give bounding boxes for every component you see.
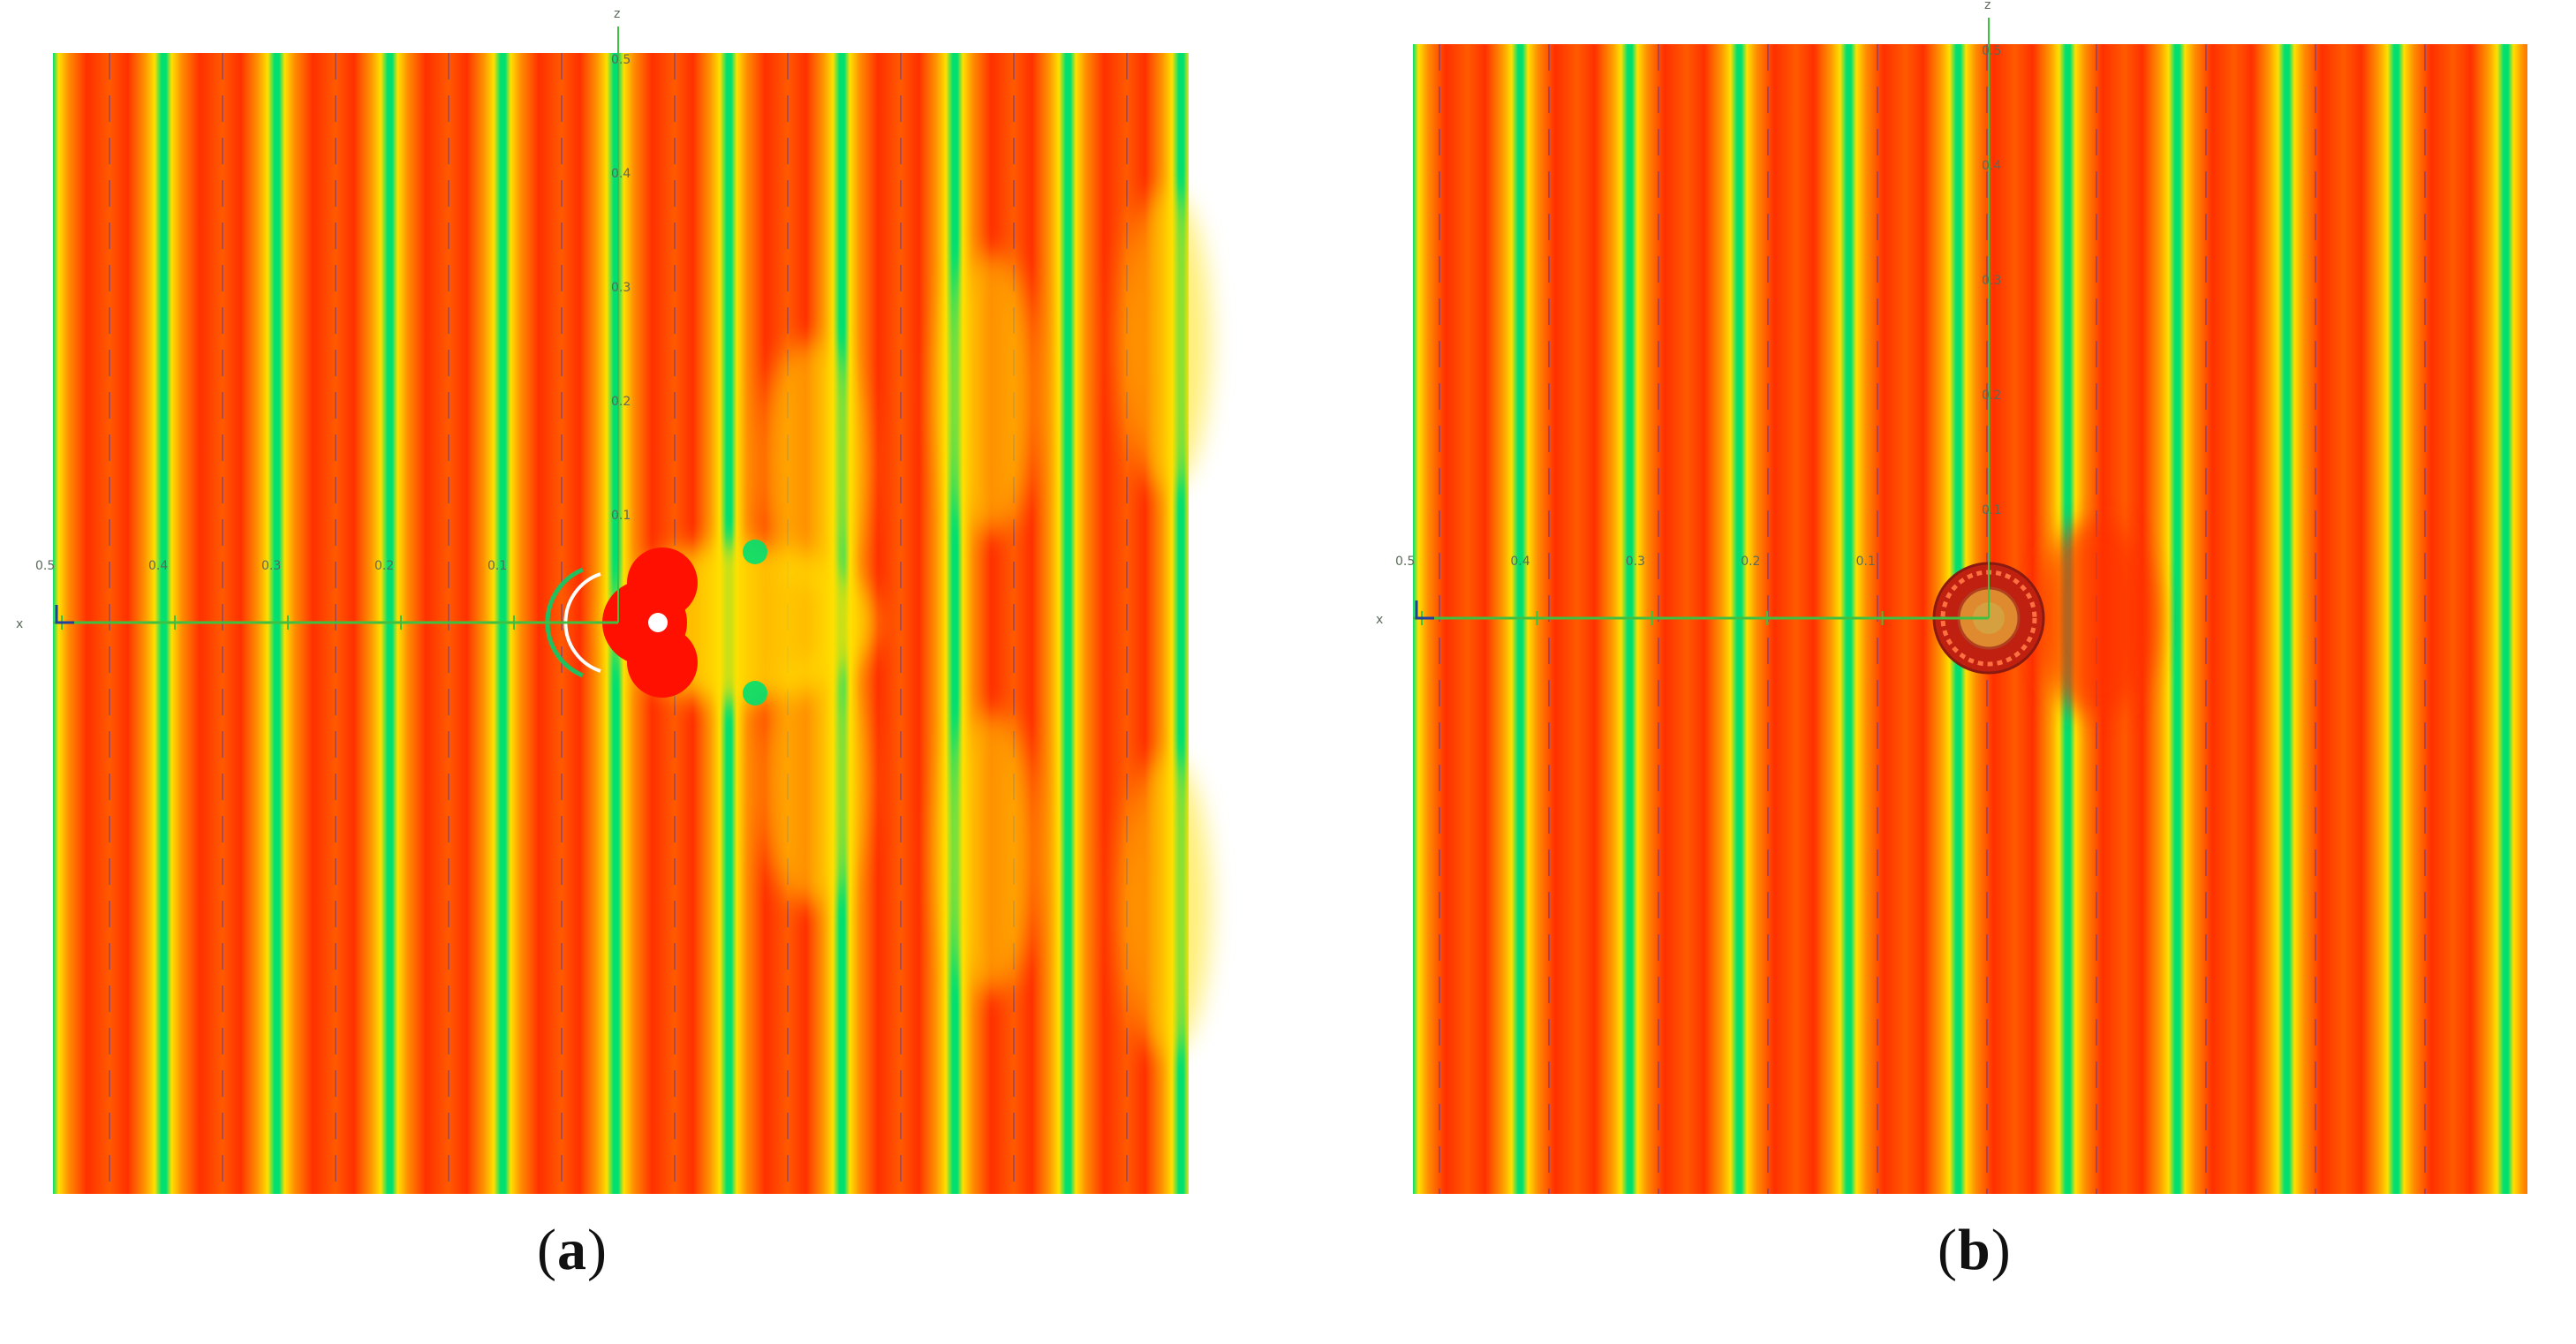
z-tick-label: 0.4 <box>1982 159 2001 173</box>
x-tick-label: 0.5 <box>35 559 55 573</box>
z-tick-label: 0.2 <box>1982 389 2001 403</box>
origin-marker <box>1415 600 1434 620</box>
scatterer-body <box>602 580 687 665</box>
scatter-lobe <box>941 711 1038 993</box>
z-tick-label: 0.3 <box>611 281 631 295</box>
caption-b-letter: b <box>1957 1218 1991 1282</box>
z-tick-label: 0.5 <box>1982 44 2001 58</box>
x-tick-label: 0.3 <box>1626 555 1645 569</box>
x-tick-label: 0.1 <box>1856 555 1876 569</box>
z-tick-label: 0.4 <box>611 167 631 181</box>
scatter-lobe <box>759 658 865 905</box>
scatter-lobe <box>1122 190 1210 490</box>
scatter-lobe <box>941 252 1038 534</box>
z-tick-label: 0.1 <box>611 509 631 523</box>
z-tick-label: 0.1 <box>1982 503 2001 517</box>
caption-a: (a) <box>537 1218 608 1282</box>
x-tick-label: 0.4 <box>148 559 168 573</box>
x-axis-label: x <box>16 617 23 631</box>
wake-region <box>2033 521 2157 715</box>
scatterer-core <box>648 613 668 632</box>
x-tick-label: 0.5 <box>1395 555 1415 569</box>
wave-field-b: 0.5 0.4 0.3 0.2 0.1 0.5 0.4 0.3 0.2 0.1 x z <box>1376 0 2527 1194</box>
scatter-spot <box>743 540 767 564</box>
panel-a-field-plot: 0.5 0.4 0.3 0.2 0.1 0.5 0.4 0.3 0.2 0.1 x z <box>16 7 1210 1194</box>
wave-field-a: 0.5 0.4 0.3 0.2 0.1 0.5 0.4 0.3 0.2 0.1 x z <box>16 7 1210 1194</box>
scatter-spot <box>743 681 767 706</box>
caption-a-letter: a <box>556 1218 587 1282</box>
x-tick-label: 0.3 <box>261 559 281 573</box>
x-tick-label: 0.2 <box>374 559 394 573</box>
z-tick-label: 0.3 <box>1982 274 2001 288</box>
z-tick-label: 0.5 <box>611 53 631 67</box>
x-axis-label: x <box>1376 613 1383 627</box>
panel-b-field-plot: 0.5 0.4 0.3 0.2 0.1 0.5 0.4 0.3 0.2 0.1 x z <box>1376 0 2527 1194</box>
x-tick-label: 0.4 <box>1510 555 1530 569</box>
scatter-lobe <box>1122 755 1210 1055</box>
x-tick-label: 0.2 <box>1741 555 1760 569</box>
scatter-lobe <box>759 340 865 587</box>
z-axis-label: z <box>614 7 620 21</box>
x-tick-label: 0.1 <box>487 559 507 573</box>
z-axis-label: z <box>1984 0 1991 12</box>
caption-b: (b) <box>1938 1218 2012 1282</box>
z-tick-label: 0.2 <box>611 395 631 409</box>
origin-marker <box>55 605 74 624</box>
